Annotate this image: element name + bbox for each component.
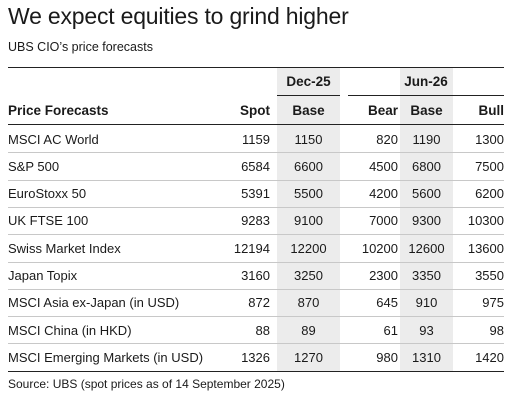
cell-bear: 4200: [369, 186, 398, 202]
row-divider: [8, 206, 504, 208]
cell-name: Swiss Market Index: [8, 240, 121, 256]
cell-name: Japan Topix: [8, 268, 78, 283]
jun26-group-rule: [348, 95, 504, 96]
cell-bull: 1300: [475, 131, 504, 147]
cell-bear: 7000: [369, 213, 398, 229]
row-divider: [8, 179, 504, 181]
header-jun26-base: Base: [410, 102, 443, 118]
dec25-group-rule: [277, 95, 340, 96]
cell-base: 9100: [294, 213, 323, 229]
row-divider: [8, 343, 504, 345]
row-divider: [8, 261, 504, 263]
table-row: Japan Topix 3160 3250 2300 3350 3550: [8, 262, 504, 290]
group-header-jun26: Jun-26: [404, 73, 448, 89]
cell-bull: 1420: [475, 349, 504, 365]
cell-bear: 4500: [369, 158, 398, 174]
cell-bull: 3550: [475, 268, 504, 283]
cell-base2: 3350: [412, 268, 441, 283]
cell-spot: 9283: [241, 213, 270, 229]
page-title: We expect equities to grind higher: [8, 3, 349, 29]
table-row: EuroStoxx 50 5391 5500 4200 5600 6200: [8, 180, 504, 208]
cell-name: MSCI Emerging Markets (in USD): [8, 349, 204, 365]
cell-base2: 6800: [412, 158, 441, 174]
table-top-rule: [8, 67, 504, 68]
cell-bear: 2300: [369, 268, 398, 283]
header-dec25-base: Base: [292, 102, 325, 118]
row-divider: [8, 288, 504, 290]
row-divider: [8, 316, 504, 318]
cell-bull: 13600: [467, 240, 504, 256]
source-note: Source: UBS (spot prices as of 14 Septem…: [8, 377, 285, 391]
cell-name: UK FTSE 100: [8, 213, 89, 229]
cell-bull: 975: [482, 295, 504, 311]
cell-bear: 645: [376, 295, 398, 311]
cell-base: 5500: [294, 186, 323, 202]
cell-bull: 6200: [475, 186, 504, 202]
cell-spot: 12194: [233, 240, 270, 256]
cell-bear: 820: [376, 131, 398, 147]
cell-name: MSCI AC World: [8, 131, 99, 147]
cell-name: EuroStoxx 50: [8, 186, 87, 202]
cell-bull: 7500: [475, 158, 504, 174]
cell-spot: 872: [248, 295, 270, 311]
table-bottom-rule: [8, 370, 504, 372]
cell-spot: 6584: [241, 158, 270, 174]
table-row: S&P 500 6584 6600 4500 6800 7500: [8, 152, 504, 180]
cell-name: MSCI Asia ex-Japan (in USD): [8, 295, 180, 311]
cell-base2: 1190: [412, 131, 441, 147]
dec25-base-column-shade: [277, 67, 340, 371]
cell-base2: 93: [419, 322, 434, 338]
cell-spot: 5391: [241, 186, 270, 202]
jun26-base-column-shade: [400, 67, 453, 371]
cell-bear: 10200: [361, 240, 398, 256]
table-row: MSCI Asia ex-Japan (in USD) 872 870 645 910 9…: [8, 289, 504, 317]
cell-base: 6600: [294, 158, 323, 174]
cell-spot: 1326: [241, 349, 270, 365]
table-row: MSCI AC World 1159 1150 820 1190 1300: [8, 125, 504, 153]
cell-spot: 1159: [242, 131, 270, 147]
cell-base2: 5600: [412, 186, 441, 202]
header-rule: [8, 124, 504, 125]
row-divider: [8, 234, 504, 236]
header-bull: Bull: [478, 102, 505, 118]
cell-bear: 61: [383, 322, 398, 338]
header-bear: Bear: [367, 102, 398, 118]
page-subtitle: UBS CIO’s price forecasts: [8, 40, 153, 54]
header-spot: Spot: [240, 102, 270, 118]
cell-base: 1150: [294, 131, 323, 147]
cell-bull: 98: [489, 322, 504, 338]
column-header-row: Price Forecasts Spot Base Bear Base Bull: [8, 96, 504, 124]
cell-bull: 10300: [467, 213, 504, 229]
table-row: MSCI China (in HKD) 88 89 61 93 98: [8, 316, 504, 344]
group-header-dec25: Dec-25: [286, 73, 331, 89]
cell-base2: 9300: [412, 213, 441, 229]
table-row: Swiss Market Index 12194 12200 10200 12600 13…: [8, 234, 504, 262]
cell-base2: 1310: [412, 349, 441, 365]
header-price-forecasts: Price Forecasts: [8, 102, 109, 118]
cell-base2: 910: [415, 295, 438, 311]
cell-base: 3250: [294, 268, 323, 283]
cell-base: 870: [297, 295, 320, 311]
table-row: MSCI Emerging Markets (in USD) 1326 1270 98…: [8, 343, 504, 371]
table-row: UK FTSE 100 9283 9100 7000 9300 10300: [8, 207, 504, 235]
row-divider: [8, 152, 504, 154]
cell-name: MSCI China (in HKD): [8, 322, 132, 338]
cell-base: 1270: [294, 349, 323, 365]
cell-base: 12200: [290, 240, 327, 256]
cell-base2: 12600: [408, 240, 445, 256]
cell-spot: 88: [255, 322, 270, 338]
cell-base: 89: [301, 322, 316, 338]
cell-spot: 3160: [241, 268, 270, 283]
cell-bear: 980: [376, 349, 398, 365]
cell-name: S&P 500: [8, 158, 60, 174]
